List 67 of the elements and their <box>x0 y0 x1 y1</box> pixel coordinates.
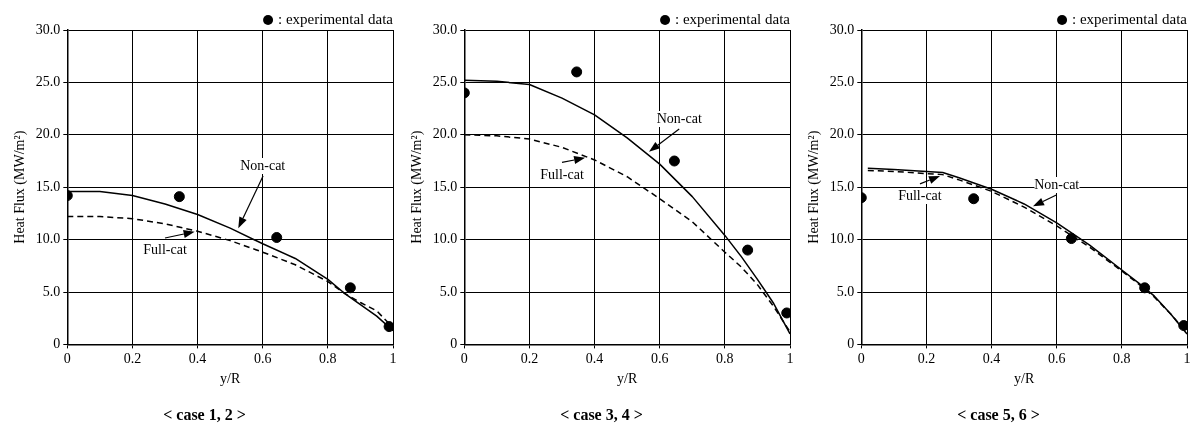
x-tick-label: 0 <box>857 351 865 367</box>
point <box>271 232 283 243</box>
point <box>383 321 393 333</box>
series-label: Full-cat <box>143 242 187 259</box>
x-tick-label: 0.6 <box>1047 351 1066 367</box>
x-tick-label: 0.4 <box>585 351 604 367</box>
x-axis-title: y/R <box>220 371 241 387</box>
y-tick-label: 25.0 <box>35 74 61 90</box>
y-tick-label: 20.0 <box>35 126 61 142</box>
y-tick-label: 0 <box>450 336 458 352</box>
text: Non-cat <box>240 158 286 175</box>
x-tick-label: 0.8 <box>1113 351 1131 367</box>
x-tick-label: 0.2 <box>123 351 142 367</box>
y-tick-label: 15.0 <box>432 178 458 194</box>
series-label: Full-cat <box>898 187 942 204</box>
point <box>344 282 356 294</box>
x-tick-label: 0.4 <box>982 351 1001 367</box>
y-tick-label: 30.0 <box>432 21 458 37</box>
x-tick-label: 0.6 <box>650 351 669 367</box>
x-tick-label: 0.4 <box>188 351 207 367</box>
point <box>968 193 980 205</box>
y-tick-label: 10.0 <box>432 231 458 247</box>
point <box>742 244 754 256</box>
point <box>173 191 185 203</box>
y-tick-label: 20.0 <box>432 126 458 142</box>
y-tick-label: 0 <box>53 336 61 352</box>
y-tick-label: 30.0 <box>35 21 61 37</box>
y-tick-label: 0 <box>847 336 855 352</box>
y-tick-label: 15.0 <box>829 178 855 194</box>
x-tick-label: 1 <box>389 351 397 367</box>
y-axis-title: Heat Flux (MW/m²) <box>806 130 823 244</box>
y-tick-label: 20.0 <box>829 126 855 142</box>
y-tick-label: 25.0 <box>829 74 855 90</box>
x-tick-label: 0.8 <box>319 351 337 367</box>
y-tick-label: 10.0 <box>829 231 855 247</box>
series-label: Non-cat <box>1034 177 1080 194</box>
y-tick-label: 5.0 <box>439 283 458 299</box>
y-tick-label: 10.0 <box>35 231 61 247</box>
series-label: Full-cat <box>540 166 584 183</box>
x-tick-label: 0.2 <box>520 351 539 367</box>
x-tick-label: 1 <box>786 351 794 367</box>
x-tick-label: 0 <box>460 351 468 367</box>
x-axis-title: y/R <box>1014 371 1035 387</box>
point <box>668 155 680 167</box>
y-tick-label: 15.0 <box>35 178 61 194</box>
x-axis-title: y/R <box>617 371 638 387</box>
x-tick-label: 0.2 <box>917 351 936 367</box>
x-tick-label: 0.6 <box>253 351 272 367</box>
text: < case 3, 4 > <box>559 406 644 424</box>
point <box>571 66 583 78</box>
y-tick-label: 5.0 <box>836 283 855 299</box>
point <box>1065 233 1077 245</box>
y-axis-title: Heat Flux (MW/m²) <box>12 130 29 244</box>
text: < case 5, 6 > <box>956 406 1041 424</box>
y-tick-label: 5.0 <box>42 283 61 299</box>
series-label: Non-cat <box>656 111 702 128</box>
y-tick-label: 30.0 <box>829 21 855 37</box>
x-tick-label: 0 <box>63 351 71 367</box>
legend-label: : experimental data <box>1072 10 1188 27</box>
text: < case 1, 2 > <box>162 406 247 424</box>
y-tick-label: 25.0 <box>432 74 458 90</box>
y-axis-title: Heat Flux (MW/m²) <box>409 130 426 244</box>
x-tick-label: 0.8 <box>716 351 734 367</box>
legend-label: : experimental data <box>675 10 791 27</box>
legend-label: : experimental data <box>278 10 394 27</box>
x-tick-label: 1 <box>1183 351 1191 367</box>
point <box>1139 282 1151 294</box>
